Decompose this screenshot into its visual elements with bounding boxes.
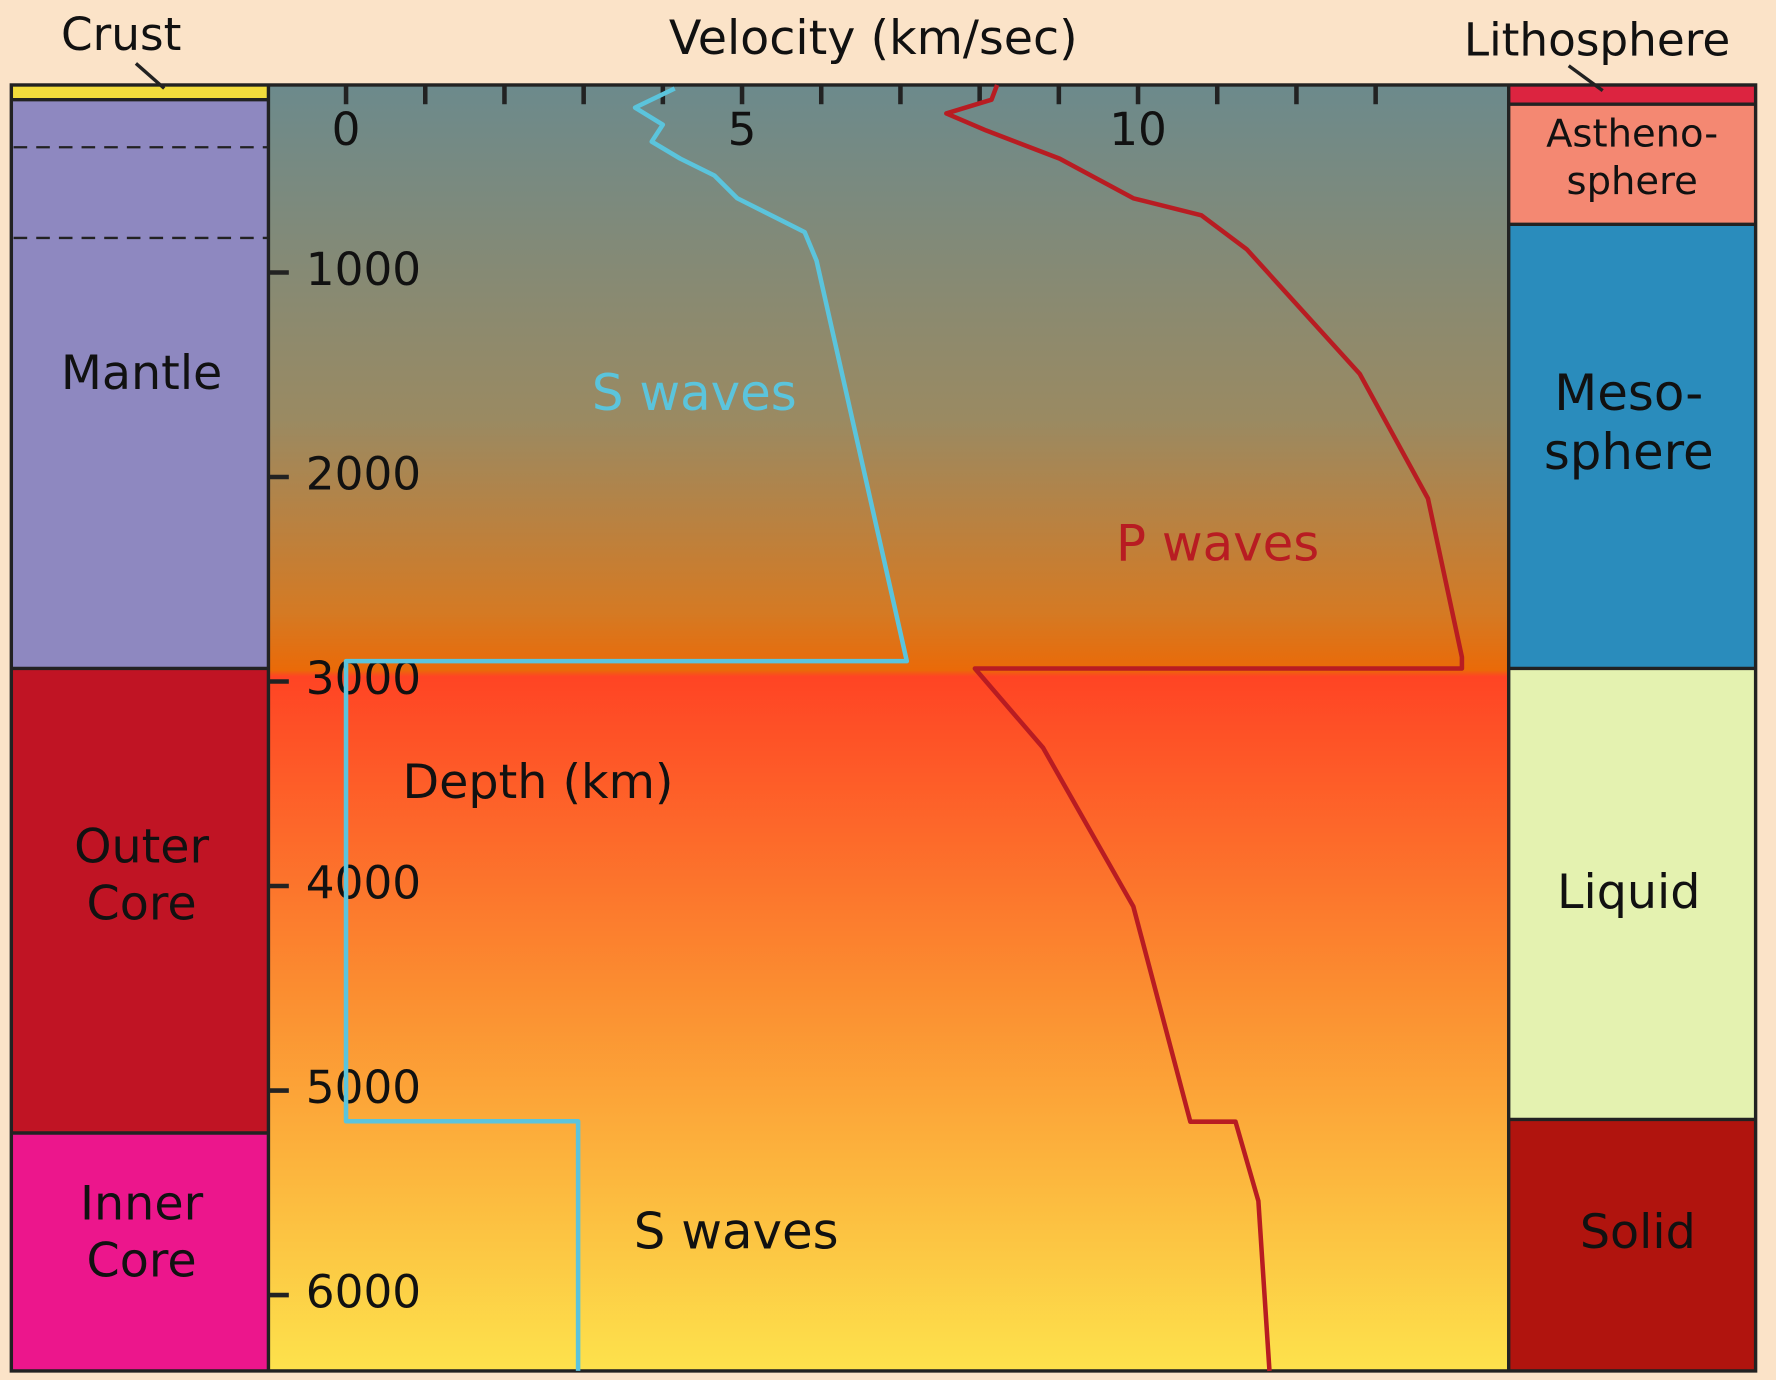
chart: Velocity (km/sec) Depth (km) 0 5 10 1000 200… bbox=[0, 0, 1776, 1380]
x-tick-label: 0 bbox=[332, 103, 361, 156]
y-tick-label: 4000 bbox=[306, 857, 421, 910]
layer-label: Astheno- bbox=[1546, 111, 1718, 156]
layer-label: Meso- bbox=[1554, 364, 1703, 422]
y-tick-label: 1000 bbox=[306, 243, 421, 296]
page: Velocity (km/sec) Depth (km) 0 5 10 1000 200… bbox=[0, 0, 1776, 1380]
x-tick-label: 5 bbox=[728, 103, 757, 156]
series-label: S waves bbox=[634, 1202, 839, 1260]
x-axis-title: Velocity (km/sec) bbox=[669, 11, 1078, 66]
layer-label: Core bbox=[87, 876, 197, 931]
y-tick-label: 6000 bbox=[306, 1266, 421, 1319]
lithosphere-layer bbox=[1509, 85, 1756, 104]
layer-label: Core bbox=[87, 1233, 197, 1288]
layer-label: Lithosphere bbox=[1464, 14, 1730, 67]
layer-label: Outer bbox=[74, 820, 209, 875]
series-label: S waves bbox=[592, 364, 797, 422]
y-tick-label: 2000 bbox=[306, 448, 421, 501]
layer-label: Liquid bbox=[1557, 865, 1700, 920]
x-tick-label: 10 bbox=[1109, 103, 1167, 156]
plot-area bbox=[268, 85, 1508, 1371]
y-tick-label: 5000 bbox=[306, 1061, 421, 1114]
layer-label: Crust bbox=[61, 8, 181, 61]
series-label: P waves bbox=[1116, 515, 1319, 573]
layer-label: Inner bbox=[80, 1177, 204, 1232]
layer-label: sphere bbox=[1544, 423, 1714, 481]
y-axis-title: Depth (km) bbox=[403, 755, 674, 810]
layer-label: sphere bbox=[1567, 159, 1698, 204]
crust-layer bbox=[11, 85, 268, 100]
layer-label: Solid bbox=[1580, 1205, 1696, 1260]
layer-label: Mantle bbox=[61, 346, 222, 401]
